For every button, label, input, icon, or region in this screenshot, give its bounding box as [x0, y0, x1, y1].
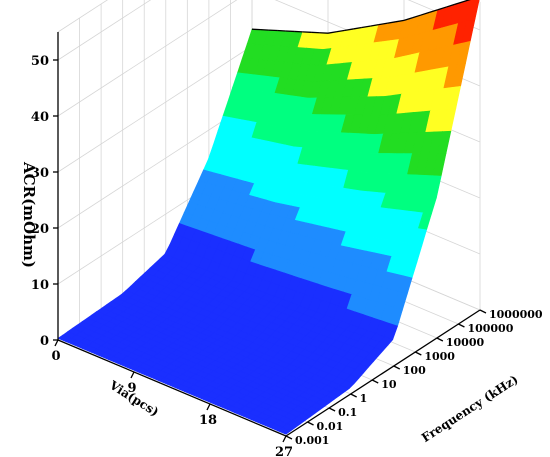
frequency-axis-line: [285, 309, 481, 437]
via-tick-mark: [206, 403, 211, 411]
surface-ridge-edge: [403, 17, 413, 22]
z-tick-label: 50: [31, 54, 49, 69]
via-axis-line: [57, 339, 287, 437]
frequency-tick-mark: [393, 365, 401, 370]
surface-ridge-edge: [336, 29, 345, 33]
surface-ridge-edge: [437, 6, 447, 11]
z-tick-label: 20: [31, 222, 49, 237]
frequency-axis-label: Frequency (kHz): [419, 372, 521, 445]
surface-ridge-edge: [429, 9, 438, 14]
frequency-tick-label: 0.1: [338, 406, 357, 419]
grid-line-left-wall: [57, 0, 109, 33]
frequency-tick-label: 10000: [446, 336, 485, 349]
frequency-tick-label: 100000: [467, 322, 513, 335]
via-tick-mark: [54, 339, 59, 347]
frequency-tick-label: 0.01: [317, 420, 344, 433]
surface-ridge-edge: [454, 1, 464, 6]
via-tick-mark: [130, 371, 135, 379]
frequency-tick-mark: [307, 421, 314, 426]
z-tick-label: 10: [31, 278, 49, 293]
frequency-tick-mark: [415, 351, 422, 356]
frequency-tick-label: 10: [381, 378, 397, 391]
frequency-tick-mark: [350, 393, 357, 398]
surface-layer: [57, 0, 480, 435]
grid-line-left-wall: [57, 0, 152, 61]
surface-ridge-edge: [353, 26, 362, 30]
z-axis-label: ACR(mOhm): [20, 161, 38, 268]
surface-patch: [276, 426, 292, 435]
axis-layer: 010203040500918270.0010.010.111010010001…: [31, 32, 543, 457]
frequency-tick-label: 1000: [424, 350, 455, 363]
frequency-tick-mark: [371, 379, 379, 384]
surface-ridge-edge: [327, 31, 337, 34]
via-tick-mark: [282, 435, 287, 443]
surface-ridge-edge: [420, 11, 430, 16]
frequency-tick-mark: [479, 309, 487, 314]
frequency-tick-label: 1: [360, 392, 368, 405]
z-tick-label: 40: [31, 110, 49, 125]
frequency-tick-label: 1000000: [489, 308, 543, 321]
surface-ridge-edge: [412, 14, 422, 19]
frequency-tick-mark: [436, 337, 444, 342]
via-tick-label: 9: [127, 381, 136, 396]
via-tick-label: 18: [199, 413, 217, 428]
surface-ridge-edge: [344, 28, 354, 31]
surface-ridge-edge: [370, 24, 379, 27]
frequency-tick-mark: [458, 323, 465, 328]
z-tick-label: 30: [31, 166, 49, 181]
via-tick-label: 27: [275, 445, 293, 457]
grid-line-back-wall: [474, 0, 481, 3]
grid-line-left-wall: [57, 101, 253, 229]
frequency-tick-mark: [328, 407, 336, 412]
surface-ridge-edge: [446, 3, 455, 8]
surface-ridge-edge: [395, 19, 405, 23]
via-tick-label: 0: [51, 349, 60, 364]
frequency-tick-label: 0.001: [295, 434, 329, 447]
surface-ridge-edge: [387, 21, 396, 24]
frequency-tick-mark: [285, 435, 293, 440]
surface-ridge-edge: [378, 22, 388, 26]
grid-line-left-wall: [57, 0, 238, 117]
z-tick-label: 0: [40, 334, 49, 349]
surface-ridge-edge: [361, 25, 371, 29]
frequency-tick-label: 100: [403, 364, 426, 377]
surface-ridge-edge: [462, 0, 471, 3]
grid-line-left-wall: [57, 45, 253, 173]
